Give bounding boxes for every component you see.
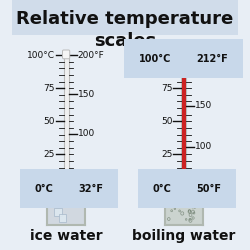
- Text: 100°C: 100°C: [26, 50, 54, 59]
- Text: 200°F: 200°F: [78, 50, 104, 59]
- Text: 75: 75: [43, 84, 54, 92]
- Circle shape: [178, 186, 190, 200]
- Text: 0°C: 0°C: [35, 184, 54, 194]
- Text: 0: 0: [49, 183, 54, 192]
- FancyBboxPatch shape: [12, 0, 238, 35]
- Text: 25: 25: [161, 150, 172, 159]
- Text: 32°F: 32°F: [78, 183, 99, 192]
- Text: 50°F: 50°F: [196, 184, 221, 194]
- Text: 50: 50: [43, 117, 54, 126]
- Text: 100: 100: [78, 129, 95, 138]
- Text: 100: 100: [196, 142, 213, 151]
- Bar: [166, 195, 202, 224]
- Text: boiling water: boiling water: [132, 229, 236, 243]
- Circle shape: [60, 186, 72, 200]
- Text: 150: 150: [196, 101, 213, 110]
- Text: 0°C: 0°C: [152, 184, 172, 194]
- Text: 100°C: 100°C: [139, 54, 172, 64]
- Text: 212°F: 212°F: [196, 50, 222, 59]
- Text: 100°C: 100°C: [144, 50, 172, 59]
- Text: 32°F: 32°F: [78, 184, 104, 194]
- Text: 212°F: 212°F: [196, 54, 228, 64]
- FancyBboxPatch shape: [59, 214, 66, 222]
- Text: 50: 50: [161, 117, 172, 126]
- Bar: [48, 195, 84, 224]
- Circle shape: [62, 189, 67, 194]
- Text: 0: 0: [166, 183, 172, 192]
- Bar: [182, 55, 186, 188]
- Text: 75: 75: [161, 84, 172, 92]
- Text: 50: 50: [196, 183, 207, 192]
- Text: ice water: ice water: [30, 229, 102, 243]
- Bar: [182, 55, 186, 188]
- Text: 25: 25: [43, 150, 54, 159]
- Bar: [64, 55, 68, 188]
- FancyBboxPatch shape: [54, 208, 62, 216]
- FancyBboxPatch shape: [62, 50, 70, 59]
- FancyBboxPatch shape: [180, 50, 188, 59]
- Text: 150: 150: [78, 90, 95, 99]
- Circle shape: [180, 189, 184, 194]
- Text: Relative temperature
scales: Relative temperature scales: [16, 10, 234, 50]
